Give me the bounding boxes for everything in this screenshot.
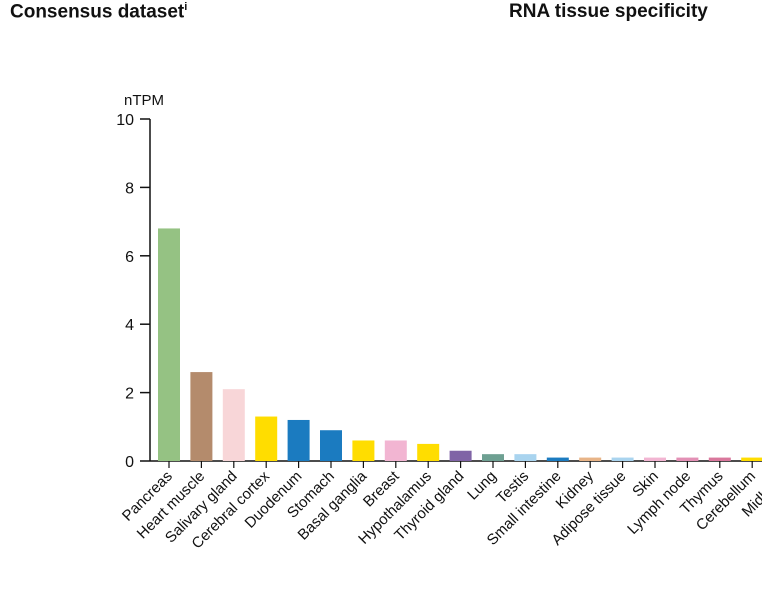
y-axis-label: nTPM bbox=[124, 92, 164, 109]
bar bbox=[190, 372, 213, 461]
bar bbox=[384, 440, 407, 461]
bar bbox=[741, 457, 762, 461]
bar bbox=[352, 440, 375, 461]
bar bbox=[611, 457, 634, 461]
bar bbox=[644, 457, 666, 461]
bar bbox=[255, 416, 278, 461]
x-tick-label: Lung bbox=[464, 468, 500, 504]
bar bbox=[287, 419, 310, 461]
bar bbox=[676, 457, 699, 461]
y-tick-label: 8 bbox=[125, 180, 134, 197]
chart-title-right: RNA tissue specificity bbox=[509, 1, 708, 22]
y-tick-label: 0 bbox=[125, 454, 134, 471]
bar bbox=[482, 454, 504, 461]
y-tick-label: 6 bbox=[125, 249, 134, 266]
bar bbox=[514, 454, 537, 461]
bar bbox=[579, 457, 602, 461]
bar bbox=[708, 457, 731, 461]
chart-title-left: Consensus dataseti bbox=[10, 1, 187, 23]
info-icon[interactable]: i bbox=[184, 1, 188, 13]
bar bbox=[222, 389, 245, 461]
left-title-text: Consensus dataset bbox=[10, 1, 185, 23]
y-tick-label: 4 bbox=[125, 317, 134, 334]
bar bbox=[158, 228, 180, 461]
bar bbox=[320, 430, 342, 461]
y-tick-label: 10 bbox=[116, 112, 134, 129]
bar bbox=[449, 450, 472, 461]
bar bbox=[546, 457, 569, 461]
y-tick-label: 2 bbox=[125, 386, 134, 403]
bar bbox=[417, 443, 440, 461]
